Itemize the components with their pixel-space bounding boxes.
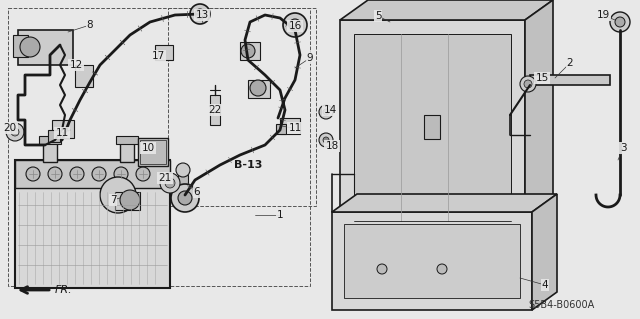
Circle shape	[437, 264, 447, 274]
Bar	[15, 160, 170, 188]
Bar	[340, 20, 525, 235]
Circle shape	[323, 109, 329, 115]
Bar	[115, 192, 140, 210]
Bar	[280, 118, 300, 134]
Circle shape	[160, 173, 180, 193]
Text: S5B4-B0600A: S5B4-B0600A	[529, 300, 595, 310]
Bar	[354, 34, 511, 221]
Bar	[52, 120, 74, 138]
Bar	[18, 30, 73, 65]
Circle shape	[520, 76, 536, 92]
Circle shape	[11, 128, 19, 136]
Circle shape	[524, 80, 532, 88]
Bar	[48, 130, 60, 142]
Text: 5: 5	[374, 11, 381, 21]
Bar	[13, 35, 28, 57]
Circle shape	[171, 184, 199, 212]
Text: 2: 2	[566, 58, 573, 68]
Circle shape	[136, 167, 150, 181]
Circle shape	[319, 105, 333, 119]
Circle shape	[26, 167, 40, 181]
Text: 19: 19	[596, 10, 610, 20]
Bar	[138, 138, 168, 166]
Text: 11: 11	[56, 128, 68, 138]
Circle shape	[165, 178, 175, 188]
Text: 10: 10	[141, 143, 155, 153]
Bar	[344, 224, 520, 298]
Bar	[248, 80, 270, 98]
Text: 16: 16	[289, 21, 301, 31]
Circle shape	[195, 9, 205, 19]
Circle shape	[178, 191, 192, 205]
Polygon shape	[332, 194, 557, 212]
Circle shape	[250, 80, 266, 96]
Text: 17: 17	[152, 51, 164, 61]
Text: 12: 12	[69, 60, 83, 70]
Bar	[240, 42, 260, 60]
Text: 4: 4	[541, 280, 548, 290]
Text: 6: 6	[194, 187, 200, 197]
Circle shape	[190, 4, 210, 24]
Text: 15: 15	[536, 73, 548, 83]
Text: 9: 9	[307, 53, 314, 63]
Bar	[332, 212, 532, 310]
Text: 7: 7	[109, 195, 116, 205]
Polygon shape	[340, 0, 553, 20]
Bar	[530, 75, 610, 85]
Circle shape	[48, 167, 62, 181]
Circle shape	[114, 167, 128, 181]
Circle shape	[20, 37, 40, 57]
Polygon shape	[532, 194, 557, 310]
Bar	[155, 45, 173, 60]
Polygon shape	[525, 0, 553, 235]
Circle shape	[92, 167, 106, 181]
Bar	[116, 136, 138, 144]
Bar	[8, 8, 310, 286]
Circle shape	[323, 137, 329, 143]
Bar	[140, 140, 166, 164]
Text: FR.: FR.	[55, 285, 72, 295]
Text: 22: 22	[209, 105, 221, 115]
Text: 11: 11	[289, 123, 301, 133]
Text: 21: 21	[158, 173, 172, 183]
Circle shape	[283, 13, 307, 37]
Text: 3: 3	[620, 143, 627, 153]
Bar	[178, 175, 188, 203]
Circle shape	[176, 163, 190, 177]
Bar	[75, 65, 93, 87]
Text: 1: 1	[276, 210, 284, 220]
Circle shape	[100, 177, 136, 213]
Circle shape	[377, 264, 387, 274]
Bar	[424, 115, 440, 139]
Text: B-13: B-13	[234, 160, 262, 170]
Text: 8: 8	[86, 20, 93, 30]
Circle shape	[241, 44, 255, 58]
Bar	[168, 8, 316, 206]
Bar	[120, 140, 134, 162]
Text: 20: 20	[3, 123, 17, 133]
Text: 13: 13	[195, 10, 209, 20]
Circle shape	[319, 133, 333, 147]
Bar	[39, 136, 61, 144]
Circle shape	[615, 17, 625, 27]
Circle shape	[70, 167, 84, 181]
Bar	[15, 160, 170, 288]
Circle shape	[610, 12, 630, 32]
Circle shape	[120, 190, 140, 210]
Bar	[210, 95, 220, 125]
Bar	[43, 140, 57, 162]
Text: 18: 18	[325, 141, 339, 151]
Circle shape	[289, 19, 301, 31]
Circle shape	[6, 123, 24, 141]
Text: 14: 14	[323, 105, 337, 115]
Bar	[276, 124, 286, 134]
